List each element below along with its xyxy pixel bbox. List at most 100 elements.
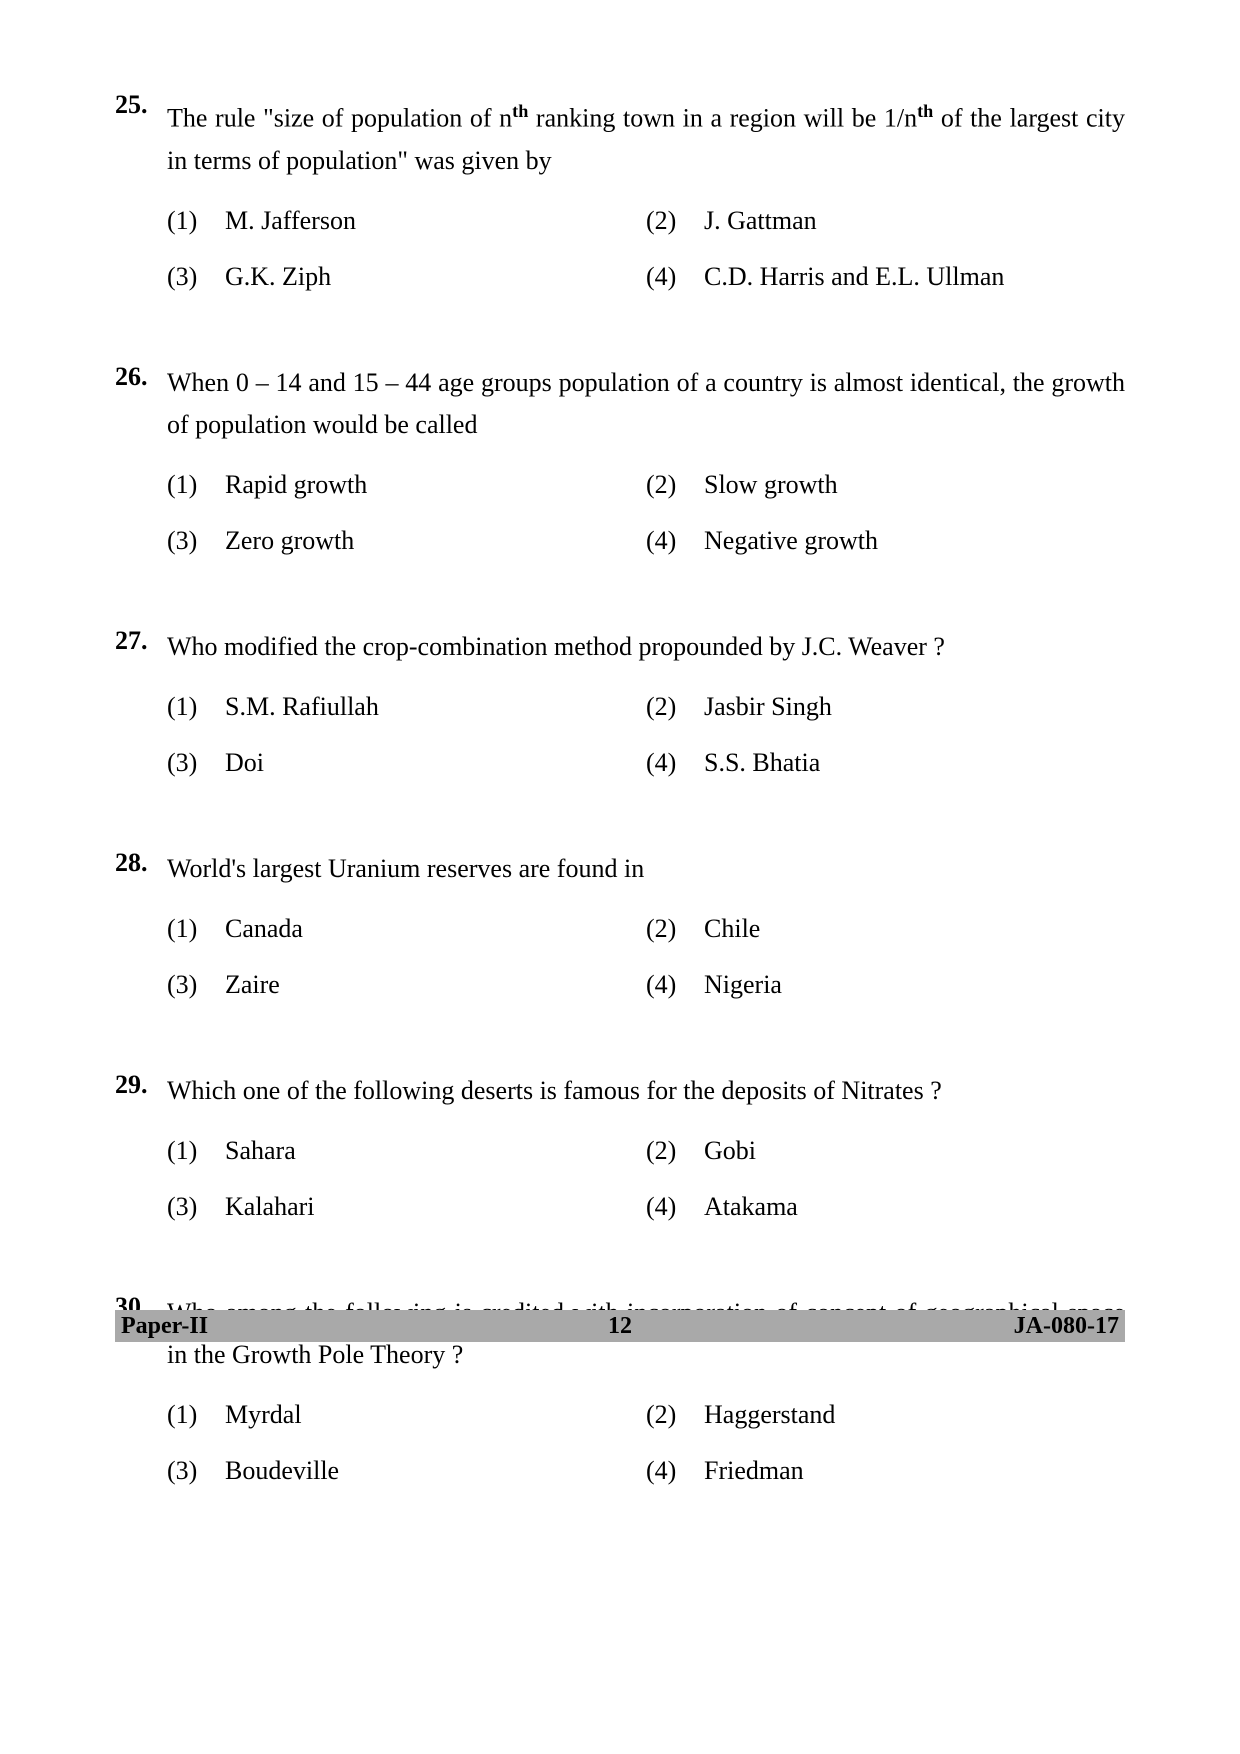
options-grid: (1) Rapid growth (2) Slow growth (3) Zer… [167, 470, 1125, 556]
option-1: (1) S.M. Rafiullah [167, 692, 646, 722]
option-number: (1) [167, 206, 225, 236]
exam-page: 25. The rule "size of population of nth … [0, 0, 1240, 1486]
option-number: (3) [167, 262, 225, 292]
question-number: 26. [115, 362, 167, 392]
option-4: (4) Friedman [646, 1456, 1125, 1486]
option-2: (2) Haggerstand [646, 1400, 1125, 1430]
question-row: 29. Which one of the following deserts i… [115, 1070, 1125, 1112]
option-text: S.S. Bhatia [704, 748, 1125, 778]
option-4: (4) Nigeria [646, 970, 1125, 1000]
option-2: (2) Gobi [646, 1136, 1125, 1166]
option-text: Rapid growth [225, 470, 646, 500]
option-number: (4) [646, 1456, 704, 1486]
page-footer: Paper-II 12 JA-080-17 [115, 1310, 1125, 1342]
question-number: 27. [115, 626, 167, 656]
question-28: 28. World's largest Uranium reserves are… [115, 848, 1125, 1000]
option-number: (3) [167, 1192, 225, 1222]
footer-right: JA-080-17 [632, 1313, 1125, 1340]
option-text: Negative growth [704, 526, 1125, 556]
option-1: (1) Sahara [167, 1136, 646, 1166]
option-text: Haggerstand [704, 1400, 1125, 1430]
option-text: Friedman [704, 1456, 1125, 1486]
option-1: (1) M. Jafferson [167, 206, 646, 236]
option-number: (3) [167, 1456, 225, 1486]
option-2: (2) Chile [646, 914, 1125, 944]
option-3: (3) G.K. Ziph [167, 262, 646, 292]
option-text: Canada [225, 914, 646, 944]
question-text: When 0 – 14 and 15 – 44 age groups popul… [167, 362, 1125, 446]
option-4: (4) Negative growth [646, 526, 1125, 556]
option-number: (3) [167, 970, 225, 1000]
question-29: 29. Which one of the following deserts i… [115, 1070, 1125, 1222]
option-number: (2) [646, 1400, 704, 1430]
question-number: 28. [115, 848, 167, 878]
options-grid: (1) S.M. Rafiullah (2) Jasbir Singh (3) … [167, 692, 1125, 778]
option-number: (4) [646, 748, 704, 778]
question-text: The rule "size of population of nth rank… [167, 90, 1125, 182]
question-number: 29. [115, 1070, 167, 1100]
option-text: M. Jafferson [225, 206, 646, 236]
question-text: World's largest Uranium reserves are fou… [167, 848, 1125, 890]
option-number: (4) [646, 1192, 704, 1222]
option-text: J. Gattman [704, 206, 1125, 236]
option-number: (1) [167, 692, 225, 722]
question-row: 28. World's largest Uranium reserves are… [115, 848, 1125, 890]
option-text: Jasbir Singh [704, 692, 1125, 722]
option-number: (4) [646, 262, 704, 292]
option-number: (4) [646, 526, 704, 556]
option-3: (3) Boudeville [167, 1456, 646, 1486]
option-3: (3) Kalahari [167, 1192, 646, 1222]
option-number: (2) [646, 914, 704, 944]
question-number: 25. [115, 90, 167, 120]
option-text: Slow growth [704, 470, 1125, 500]
option-text: Sahara [225, 1136, 646, 1166]
question-row: 27. Who modified the crop-combination me… [115, 626, 1125, 668]
option-1: (1) Rapid growth [167, 470, 646, 500]
option-text: Boudeville [225, 1456, 646, 1486]
option-number: (4) [646, 970, 704, 1000]
option-4: (4) Atakama [646, 1192, 1125, 1222]
options-grid: (1) Canada (2) Chile (3) Zaire (4) Niger… [167, 914, 1125, 1000]
option-2: (2) J. Gattman [646, 206, 1125, 236]
options-grid: (1) Myrdal (2) Haggerstand (3) Boudevill… [167, 1400, 1125, 1486]
footer-page-number: 12 [608, 1313, 632, 1340]
option-4: (4) S.S. Bhatia [646, 748, 1125, 778]
option-1: (1) Myrdal [167, 1400, 646, 1430]
question-25: 25. The rule "size of population of nth … [115, 90, 1125, 292]
option-text: G.K. Ziph [225, 262, 646, 292]
option-number: (2) [646, 470, 704, 500]
option-text: C.D. Harris and E.L. Ullman [704, 262, 1125, 292]
option-number: (1) [167, 1400, 225, 1430]
option-2: (2) Jasbir Singh [646, 692, 1125, 722]
option-3: (3) Zaire [167, 970, 646, 1000]
option-number: (1) [167, 470, 225, 500]
question-row: 26. When 0 – 14 and 15 – 44 age groups p… [115, 362, 1125, 446]
option-number: (2) [646, 1136, 704, 1166]
option-number: (2) [646, 692, 704, 722]
option-text: S.M. Rafiullah [225, 692, 646, 722]
option-text: Myrdal [225, 1400, 646, 1430]
options-grid: (1) Sahara (2) Gobi (3) Kalahari (4) Ata… [167, 1136, 1125, 1222]
option-text: Kalahari [225, 1192, 646, 1222]
option-text: Nigeria [704, 970, 1125, 1000]
option-2: (2) Slow growth [646, 470, 1125, 500]
footer-left: Paper-II [115, 1313, 608, 1340]
option-3: (3) Doi [167, 748, 646, 778]
question-27: 27. Who modified the crop-combination me… [115, 626, 1125, 778]
question-row: 25. The rule "size of population of nth … [115, 90, 1125, 182]
option-number: (3) [167, 748, 225, 778]
option-text: Chile [704, 914, 1125, 944]
options-grid: (1) M. Jafferson (2) J. Gattman (3) G.K.… [167, 206, 1125, 292]
question-text: Which one of the following deserts is fa… [167, 1070, 1125, 1112]
option-text: Zero growth [225, 526, 646, 556]
option-3: (3) Zero growth [167, 526, 646, 556]
option-number: (2) [646, 206, 704, 236]
option-text: Doi [225, 748, 646, 778]
option-number: (3) [167, 526, 225, 556]
option-number: (1) [167, 1136, 225, 1166]
option-4: (4) C.D. Harris and E.L. Ullman [646, 262, 1125, 292]
option-text: Zaire [225, 970, 646, 1000]
option-1: (1) Canada [167, 914, 646, 944]
option-text: Gobi [704, 1136, 1125, 1166]
option-number: (1) [167, 914, 225, 944]
